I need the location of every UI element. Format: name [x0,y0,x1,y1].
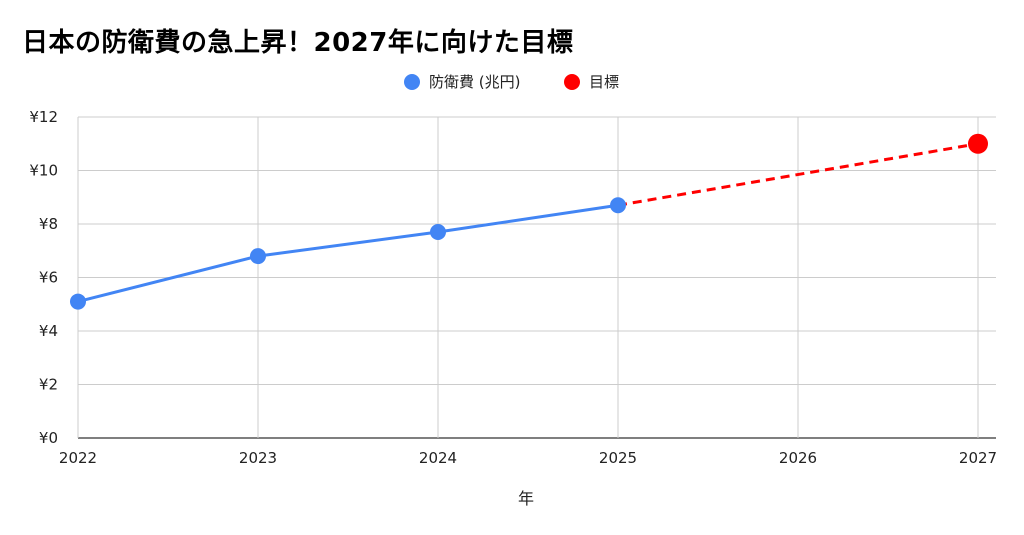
data-point-0 [70,293,86,310]
data-point-0 [250,248,266,265]
x-tick-label: 2023 [239,449,277,467]
data-point-1 [968,133,988,154]
data-point-0 [610,197,626,214]
chart-title: 日本の防衛費の急上昇！2027年に向けた目標 [22,28,574,58]
legend-marker-1 [564,74,580,90]
x-tick-label: 2022 [59,449,97,467]
series-line-1 [617,142,979,207]
x-axis-title: 年 [518,489,534,508]
legend-label-1: 目標 [589,73,619,91]
y-tick-label: ¥4 [39,322,58,340]
x-axis-ticks: 2022 2023 2024 2025 2026 2027 [59,449,997,467]
legend: 防衛費 (兆円) 目標 [404,73,619,91]
y-tick-label: ¥12 [29,108,58,126]
x-tick-label: 2025 [599,449,637,467]
series-group [70,133,988,310]
y-tick-label: ¥6 [39,269,58,287]
series-line-0 [77,203,619,304]
x-tick-label: 2024 [419,449,457,467]
y-tick-label: ¥2 [39,376,58,394]
y-tick-label: ¥0 [39,429,58,447]
data-point-0 [430,224,446,241]
x-tick-label: 2027 [959,449,997,467]
y-tick-label: ¥8 [39,215,58,233]
y-tick-label: ¥10 [29,162,58,180]
legend-marker-0 [404,74,420,90]
grid-lines [77,116,996,439]
y-axis-ticks: ¥0 ¥2 ¥4 ¥6 ¥8 ¥10 ¥12 [29,108,58,447]
x-tick-label: 2026 [779,449,817,467]
legend-label-0: 防衛費 (兆円) [429,73,520,91]
